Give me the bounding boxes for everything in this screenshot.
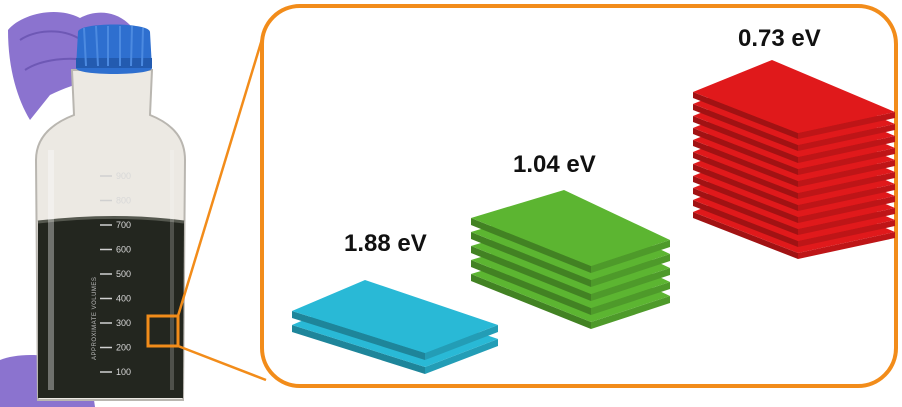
glass-bottle	[34, 69, 187, 401]
layer-front-edge	[693, 128, 798, 175]
layer-top-face	[693, 60, 895, 133]
stack-layer	[693, 60, 895, 139]
layer-side-edge	[591, 296, 670, 329]
layer-front-edge	[693, 104, 798, 151]
layer-front-edge	[693, 164, 798, 211]
stack-layer	[292, 280, 498, 360]
layer-side-edge	[798, 172, 895, 199]
layer-side-edge	[798, 124, 895, 151]
layer-front-edge	[693, 92, 798, 139]
dark-dispersion	[38, 217, 184, 398]
layer-front-edge	[693, 152, 798, 199]
layer-side-edge	[591, 254, 670, 287]
stack-layer	[471, 190, 670, 273]
graduation-label: 500	[116, 269, 131, 279]
layer-side-edge	[425, 325, 498, 360]
layer-side-edge	[798, 220, 895, 247]
graduation-label: 900	[116, 171, 131, 181]
layer-front-edge	[693, 140, 798, 187]
layer-side-edge	[798, 196, 895, 223]
graduation-label: 200	[116, 343, 131, 353]
layer-front-edge	[471, 246, 591, 301]
layer-top-face	[292, 280, 498, 353]
graduation-label: 600	[116, 245, 131, 255]
callout-line-bottom	[177, 344, 267, 382]
volume-graduations: 900 800 700 600 500 400 300 200 100	[100, 171, 131, 377]
layer-front-edge	[693, 188, 798, 235]
graduation-label: 100	[116, 367, 131, 377]
graduation-label: 700	[116, 220, 131, 230]
layer-front-edge	[693, 116, 798, 163]
layer-side-edge	[425, 339, 498, 374]
layer-front-edge	[292, 311, 425, 360]
layer-front-edge	[693, 176, 798, 223]
layer-side-edge	[798, 184, 895, 211]
bandgap-label-1-88ev: 1.88 eV	[344, 230, 427, 257]
graduation-label: 800	[116, 196, 131, 206]
bandgap-label-1-04ev: 1.04 eV	[513, 151, 596, 178]
layer-front-edge	[471, 218, 591, 273]
layer-side-edge	[798, 112, 895, 139]
layer-front-edge	[292, 325, 425, 374]
sample-highlight-box	[146, 314, 180, 348]
layer-side-edge	[798, 136, 895, 163]
layer-side-edge	[591, 240, 670, 273]
graduation-label: 400	[116, 294, 131, 304]
layer-side-edge	[591, 282, 670, 315]
layer-side-edge	[798, 208, 895, 235]
bandgap-label-0-73ev: 0.73 eV	[738, 25, 821, 52]
graduation-label: 300	[116, 318, 131, 328]
layer-side-edge	[798, 160, 895, 187]
layer-side-edge	[591, 268, 670, 301]
layer-front-edge	[693, 200, 798, 247]
callout-line-top	[176, 25, 268, 317]
layer-front-edge	[471, 232, 591, 287]
layer-top-face	[471, 190, 670, 266]
layer-front-edge	[471, 260, 591, 315]
bottle-cap	[76, 24, 152, 74]
approximate-volumes-text: APPROXIMATE VOLUMES	[92, 277, 98, 360]
stack-1-88ev	[292, 280, 498, 374]
layer-side-edge	[798, 232, 895, 259]
stack-1-04ev	[471, 190, 670, 329]
stack-0-73ev	[693, 60, 895, 259]
layer-front-edge	[471, 274, 591, 329]
layer-front-edge	[693, 212, 798, 259]
layer-side-edge	[798, 148, 895, 175]
